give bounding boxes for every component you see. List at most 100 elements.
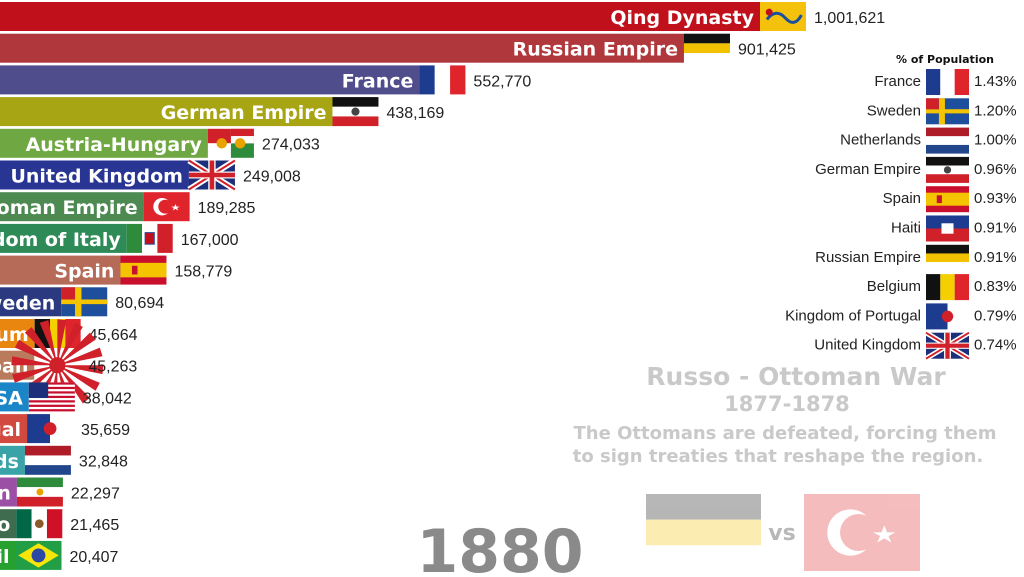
value-label-kingdom-of-italy: 167,000 xyxy=(181,232,239,249)
bar-austria-hungary xyxy=(0,128,208,158)
bar-spain xyxy=(0,255,121,285)
bar-russian-empire xyxy=(0,33,684,63)
population-country-name: Netherlands xyxy=(840,132,921,149)
bar-label-german-empire: German Empire xyxy=(161,102,327,124)
flag-qing-icon xyxy=(760,2,806,31)
population-country-name: German Empire xyxy=(815,161,921,178)
population-percent: 1.00% xyxy=(974,132,1017,149)
bar-row-united-kingdom: United Kingdom 249,008 xyxy=(0,158,301,192)
bar-netherlands xyxy=(0,445,25,475)
value-label-netherlands: 32,848 xyxy=(79,454,128,471)
population-country-name: Sweden xyxy=(867,102,921,119)
population-percent: 0.91% xyxy=(974,249,1017,266)
bar-label-russian-empire: Russian Empire xyxy=(513,39,678,61)
population-row-belgium: Belgium 0.83% xyxy=(867,274,1017,301)
bar-usa xyxy=(0,382,29,412)
value-label-spain: 158,779 xyxy=(174,263,232,280)
population-percent: 0.83% xyxy=(974,278,1017,295)
bar-kingdom-of-portugal xyxy=(0,414,28,444)
bar-empire-of-brazil xyxy=(0,540,16,570)
flag-belgium-icon xyxy=(926,274,969,301)
flag-brazil-icon xyxy=(15,540,62,570)
bar-row-russian-empire: Russian Empire 901,425 xyxy=(0,33,796,63)
bar-row-sweden: Sweden 80,694 xyxy=(0,287,164,317)
population-country-name: Kingdom of Portugal xyxy=(785,307,921,324)
population-row-russian-empire: Russian Empire 0.91% xyxy=(815,244,1017,271)
flag-russia-icon xyxy=(926,244,969,271)
flag-portugal-icon xyxy=(926,303,969,330)
bar-label-empire-of-brazil: Empire of Brazil xyxy=(0,546,9,568)
population-percent: 0.91% xyxy=(974,220,1017,237)
flag-netherlands-icon xyxy=(24,445,71,475)
event-description-line-2: to sign treaties that reshape the region… xyxy=(573,446,984,467)
bar-label-netherlands: Netherlands xyxy=(0,451,19,473)
value-label-russian-empire: 901,425 xyxy=(738,42,796,59)
population-panel-title: % of Population xyxy=(896,53,994,66)
bar-qajar-iran xyxy=(0,477,17,507)
bar-row-netherlands: Netherlands 32,848 xyxy=(0,445,128,475)
event-description-line-1: The Ottomans are defeated, forcing them xyxy=(574,423,997,444)
flag-haiti-icon xyxy=(926,215,969,242)
value-label-united-kingdom: 249,008 xyxy=(243,168,301,185)
bar-label-ottoman-empire: Ottoman Empire xyxy=(0,197,138,219)
bar-france xyxy=(0,65,420,95)
population-row-united-kingdom: United Kingdom 0.74% xyxy=(814,330,1017,361)
population-row-france: France 1.43% xyxy=(874,69,1017,95)
bar-label-united-kingdom: United Kingdom xyxy=(10,166,182,188)
flag-russia-icon xyxy=(683,33,730,63)
bar-row-qing-dynasty: Qing Dynasty 1,001,621 xyxy=(0,2,885,31)
value-label-austria-hungary: 274,033 xyxy=(262,137,320,154)
flag-france-icon xyxy=(926,69,969,95)
bar-row-empire-of-japan: Empire of Japan45,263 xyxy=(0,319,137,412)
flag-uk-icon xyxy=(187,158,237,192)
population-percent: 0.74% xyxy=(974,337,1017,354)
bar-label-usa: USA xyxy=(0,387,23,409)
flag-ottoman-large-icon xyxy=(804,494,920,571)
bar-row-mexico: Mexico 21,465 xyxy=(0,509,119,539)
bar-row-qajar-iran: Qajar Iran 22,297 xyxy=(0,477,120,507)
population-row-kingdom-of-portugal: Kingdom of Portugal 0.79% xyxy=(785,303,1017,330)
population-row-haiti: Haiti 0.91% xyxy=(891,215,1017,242)
bar-row-german-empire: German Empire 438,169 xyxy=(0,97,444,127)
bar-label-qing-dynasty: Qing Dynasty xyxy=(610,7,754,29)
bar-label-qajar-iran: Qajar Iran xyxy=(0,483,11,505)
flag-netherlands-icon xyxy=(926,127,969,154)
bar-row-france: France 552,770 xyxy=(0,65,531,95)
bar-row-kingdom-of-portugal: Kingdom of Portugal 35,659 xyxy=(0,414,130,444)
flag-austria-icon xyxy=(207,128,254,158)
bar-qing-dynasty xyxy=(0,2,760,31)
bar-label-sweden: Sweden xyxy=(0,292,55,314)
flag-sweden-icon xyxy=(926,98,969,125)
population-percent: 1.20% xyxy=(974,102,1017,119)
flag-spain-icon xyxy=(120,255,167,285)
population-percent: 0.93% xyxy=(974,190,1017,207)
value-label-kingdom-of-portugal: 35,659 xyxy=(81,422,130,439)
bar-united-kingdom xyxy=(0,160,189,190)
value-label-usa: 38,042 xyxy=(83,390,132,407)
flag-uk-icon xyxy=(924,330,971,361)
population-country-name: Spain xyxy=(883,190,921,207)
bar-german-empire xyxy=(0,97,333,127)
bar-label-kingdom-of-portugal: Kingdom of Portugal xyxy=(0,419,21,441)
population-percent: 1.43% xyxy=(974,73,1017,90)
flag-portugal-icon xyxy=(27,414,74,444)
value-label-france: 552,770 xyxy=(473,73,531,90)
bar-mexico xyxy=(0,509,17,539)
bar-kingdom-of-italy xyxy=(0,223,127,253)
value-label-belgium: 45,664 xyxy=(89,327,138,344)
flag-sweden-icon xyxy=(61,287,108,317)
value-label-sweden: 80,694 xyxy=(115,295,164,312)
population-row-german-empire: German Empire 0.96% xyxy=(815,156,1017,183)
value-label-ottoman-empire: 189,285 xyxy=(198,200,256,217)
bar-ottoman-empire xyxy=(0,192,144,222)
value-label-qajar-iran: 22,297 xyxy=(71,485,120,502)
event-years: 1877-1878 xyxy=(724,392,850,416)
vs-label: vs xyxy=(768,521,795,546)
flag-germany-icon xyxy=(332,97,379,127)
bars-group: Qing Dynasty 1,001,621 Russian Empire 901,4… xyxy=(0,2,885,570)
population-percent: 0.79% xyxy=(974,307,1017,324)
flag-russia-large-icon xyxy=(646,494,761,571)
bar-sweden xyxy=(0,287,62,317)
